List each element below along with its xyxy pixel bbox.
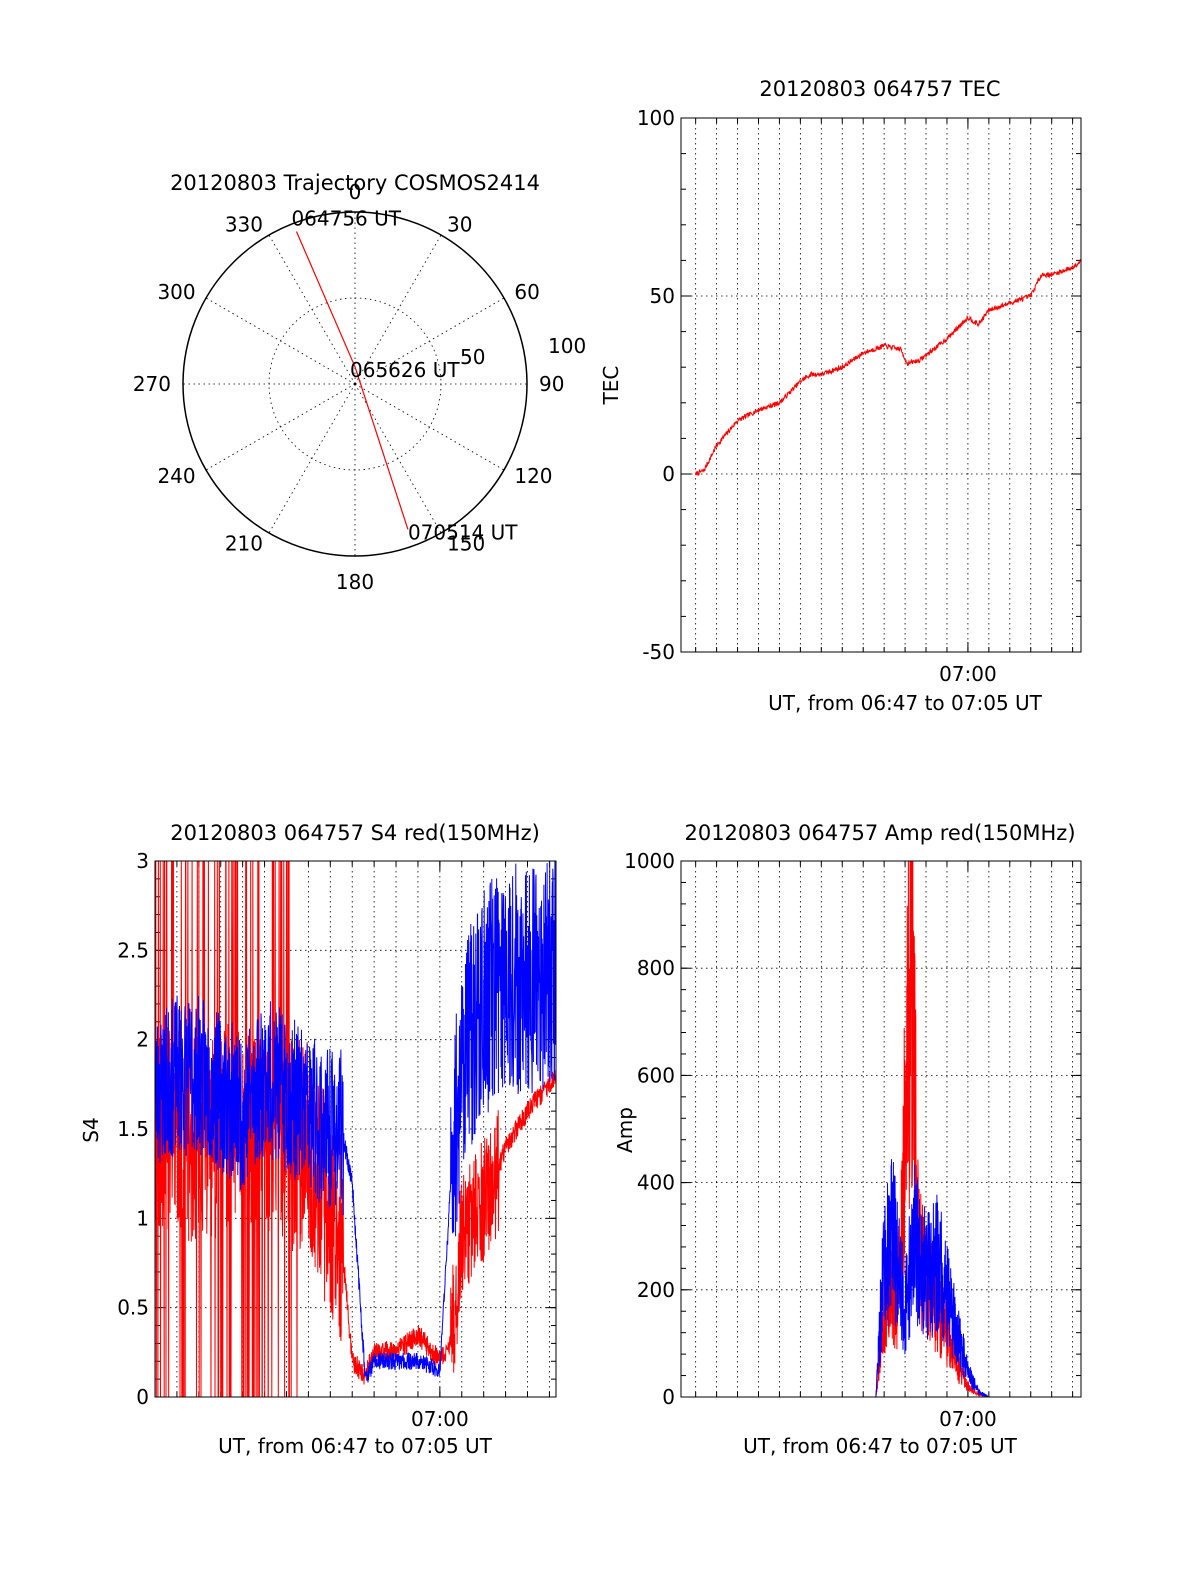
polar-title: 20120803 Trajectory COSMOS2414	[170, 171, 540, 195]
y-tick-label: 2	[136, 1028, 149, 1052]
polar-angle-label: 300	[157, 280, 195, 304]
amp-title: 20120803 064757 Amp red(150MHz)	[684, 821, 1075, 845]
x-tick-label: 07:00	[411, 1407, 469, 1431]
amp-series-blue	[695, 1159, 1081, 1397]
polar-angle-label: 270	[133, 372, 171, 396]
polar-angle-label: 150	[447, 531, 485, 555]
polar-angle-label: 90	[539, 372, 564, 396]
plot-area	[695, 258, 1081, 476]
tec-xlabel: UT, from 06:47 to 07:05 UT	[768, 691, 1043, 715]
y-tick-label: 2.5	[117, 938, 149, 962]
polar-spoke	[354, 383, 505, 471]
polar-trajectory-chart: 20120803 Trajectory COSMOS2414 0 30 60 90 12…	[133, 171, 586, 594]
polar-spoke	[268, 383, 356, 534]
y-tick-label: 200	[637, 1278, 675, 1302]
y-tick-label: 0	[136, 1385, 149, 1409]
x-tick-label: 07:00	[939, 1407, 997, 1431]
s4-chart: 20120803 064757 S4 red(150MHz) 0 0.5 1 1.5 2…	[79, 821, 557, 1458]
tec-title: 20120803 064757 TEC	[759, 77, 1000, 101]
polar-radius-label: 50	[460, 345, 485, 369]
polar-angle-label: 30	[447, 213, 472, 237]
polar-start-label: 064756 UT	[291, 206, 401, 230]
polar-spoke	[205, 297, 356, 385]
s4-xlabel: UT, from 06:47 to 07:05 UT	[218, 1434, 493, 1458]
y-tick-label: 800	[637, 956, 675, 980]
plot-frame	[154, 860, 557, 1398]
y-tick-label: -50	[642, 640, 675, 664]
polar-mid-label: 065626 UT	[350, 358, 460, 382]
polar-spoke	[354, 297, 505, 385]
polar-angle-label: 120	[514, 464, 552, 488]
polar-angle-label: 330	[225, 213, 263, 237]
s4-title: 20120803 064757 S4 red(150MHz)	[170, 821, 540, 845]
polar-angle-label: 180	[336, 570, 374, 594]
y-tick-label: 0	[662, 462, 675, 486]
y-tick-label: 0	[662, 1385, 675, 1409]
polar-angle-label: 60	[514, 280, 539, 304]
plot-area	[695, 861, 1081, 1397]
polar-spoke	[354, 383, 442, 534]
polar-end-label: 070514 UT	[408, 520, 518, 544]
tec-series-red	[695, 258, 1081, 476]
amp-ylabel: Amp	[613, 1107, 637, 1153]
y-tick-label: 1000	[624, 849, 675, 873]
s4-series-red	[155, 861, 556, 1397]
polar-trajectory-line	[295, 231, 409, 530]
plot-frame	[680, 860, 1082, 1398]
s4-series-blue	[155, 861, 556, 1383]
y-tick-label: 0.5	[117, 1296, 149, 1320]
polar-outer-ring	[182, 211, 528, 557]
amp-xlabel: UT, from 06:47 to 07:05 UT	[743, 1434, 1018, 1458]
y-tick-label: 1.5	[117, 1117, 149, 1141]
tec-ylabel: TEC	[599, 366, 623, 406]
y-tick-label: 1	[136, 1206, 149, 1230]
y-tick-label: 600	[637, 1063, 675, 1087]
polar-spoke	[205, 383, 356, 471]
polar-angle-label: 0	[349, 180, 362, 204]
y-tick-label: 100	[637, 106, 675, 130]
polar-angle-label: 210	[225, 531, 263, 555]
polar-angle-label: 240	[157, 464, 195, 488]
y-tick-label: 3	[136, 849, 149, 873]
s4-ylabel: S4	[79, 1117, 103, 1142]
amp-chart: 20120803 064757 Amp red(150MHz) 0 200 400 6…	[613, 821, 1082, 1458]
x-tick-label: 07:00	[939, 662, 997, 686]
tec-chart: 20120803 064757 TEC -50 0 50 100 07:00 UT, f…	[599, 77, 1082, 715]
polar-spoke	[268, 234, 356, 385]
y-tick-label: 50	[650, 284, 675, 308]
plot-frame	[680, 117, 1082, 653]
polar-spoke	[354, 234, 442, 385]
polar-radius-label: 100	[548, 334, 586, 358]
y-tick-label: 400	[637, 1171, 675, 1195]
plot-area	[155, 861, 556, 1397]
